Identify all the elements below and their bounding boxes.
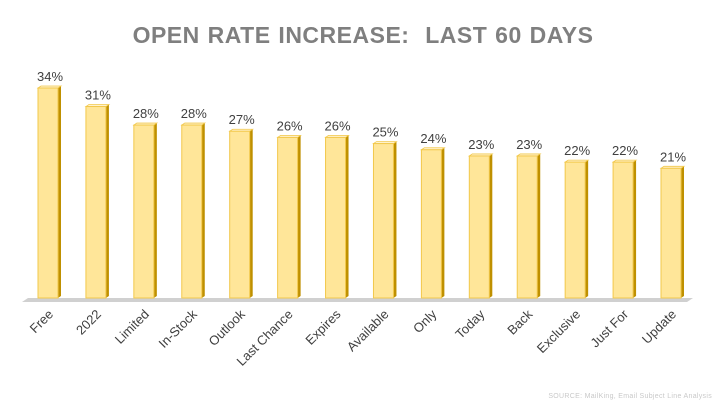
category-label: 2022 (73, 307, 104, 338)
category-label: In-Stock (156, 306, 201, 351)
bar-side (105, 104, 109, 298)
bar-side (537, 153, 541, 298)
category-label: Just For (587, 306, 631, 350)
bar-side (633, 160, 637, 298)
category-label: Available (344, 307, 392, 355)
bar (228, 128, 255, 299)
category-label: Only (410, 306, 440, 336)
bar-front (564, 161, 586, 299)
bar-side (345, 135, 349, 298)
bar-front (468, 155, 490, 299)
bar-side (585, 160, 589, 298)
category-label: Outlook (206, 306, 249, 349)
bar-side (681, 166, 684, 298)
data-label: 22% (612, 143, 638, 158)
bar (180, 122, 207, 299)
data-label: 26% (325, 118, 351, 133)
data-label: 34% (37, 69, 63, 84)
bar-side (489, 153, 493, 298)
bar-front (325, 136, 347, 299)
bar (611, 159, 638, 299)
bar-front (133, 124, 155, 299)
bar-side (441, 147, 445, 298)
category-label: Free (27, 307, 57, 337)
data-label: 28% (181, 106, 207, 121)
category-label: Expires (302, 306, 344, 348)
data-label: 26% (277, 118, 303, 133)
bar-front (660, 167, 682, 299)
bar-front (612, 161, 634, 299)
data-label: 25% (372, 125, 398, 140)
bar-side (58, 86, 61, 298)
floor-plane (22, 298, 693, 302)
bar (276, 135, 302, 299)
bar-side (153, 123, 157, 298)
bar (563, 159, 590, 299)
bar-front (277, 136, 299, 299)
bar-side (249, 129, 253, 298)
data-label: 23% (516, 137, 542, 152)
data-label: 21% (660, 149, 686, 164)
data-labels: 34% 31% 28% 28% 27% 26% 26% 25% 24% 23% 23% 22% 22% 2… (37, 69, 686, 164)
data-label: 27% (229, 112, 255, 127)
category-label: Exclusive (534, 307, 583, 356)
bar (84, 104, 111, 299)
source-footnote: SOURCE: MailKing, Email Subject Line Ana… (548, 393, 712, 400)
bar-front (516, 155, 538, 299)
bars (36, 85, 686, 299)
bar-front (85, 106, 107, 299)
bar (36, 85, 63, 299)
chart-floor (22, 298, 693, 302)
data-label: 31% (85, 88, 111, 103)
category-label: Update (639, 307, 679, 347)
bar (515, 153, 542, 299)
bar-front (181, 124, 203, 299)
data-label: 23% (468, 137, 494, 152)
category-label: Today (452, 306, 487, 341)
bar-front (37, 87, 59, 299)
bar-side (393, 141, 397, 298)
bar (659, 165, 686, 299)
bar-front (229, 130, 251, 299)
bar (132, 122, 159, 299)
category-label: Back (504, 306, 535, 337)
chart-title: OPEN RATE INCREASE: LAST 60 DAYS (132, 22, 594, 48)
bar (372, 141, 398, 299)
data-label: 22% (564, 143, 590, 158)
bar (420, 147, 446, 299)
bar-side (297, 135, 301, 298)
bar-side (201, 123, 205, 298)
bar-front (372, 143, 394, 299)
category-label: Limited (112, 307, 152, 347)
bar (467, 153, 494, 299)
bar (324, 135, 350, 299)
bar-front (420, 149, 442, 299)
data-label: 24% (420, 131, 446, 146)
data-label: 28% (133, 106, 159, 121)
